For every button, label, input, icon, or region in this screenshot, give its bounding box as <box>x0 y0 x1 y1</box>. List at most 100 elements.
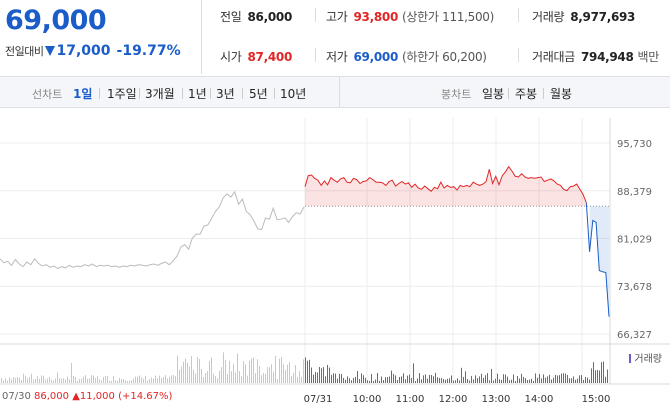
volume-bar <box>565 373 566 383</box>
volume-bar <box>467 379 468 383</box>
prev-volume-bar <box>67 376 68 383</box>
up-triangle-icon: ▲ <box>69 391 80 402</box>
prev-volume-bar <box>55 378 56 383</box>
divider <box>339 77 340 107</box>
volume-bar <box>515 380 516 383</box>
volume-bar <box>533 380 534 383</box>
prev-volume-bar <box>205 372 206 383</box>
volume-bar <box>523 376 524 383</box>
prev-volume-bar <box>149 379 150 383</box>
prev-volume-bar <box>39 378 40 383</box>
tab-monthly[interactable]: 월봉 <box>550 87 573 101</box>
volume-bar <box>487 373 488 383</box>
divider <box>518 48 519 62</box>
volume-bar <box>593 362 594 383</box>
volume-bar <box>601 362 602 383</box>
volume-bar <box>597 369 598 383</box>
prev-volume-bar <box>147 380 148 383</box>
volume-bar <box>403 373 404 383</box>
volume-bar <box>545 377 546 383</box>
prev-close-value: 86,000 <box>247 10 292 24</box>
prev-volume-bar <box>97 376 98 383</box>
tab-1w[interactable]: 1주일 <box>107 87 137 101</box>
tab-10y[interactable]: 10년 <box>280 87 307 101</box>
volume-bar <box>331 374 332 383</box>
volume-bar <box>439 377 440 383</box>
prev-volume-bar <box>177 355 178 383</box>
volume-bar <box>463 376 464 383</box>
volume-bar <box>349 378 350 383</box>
prev-volume-bar <box>289 362 290 383</box>
volume-bar <box>343 377 344 383</box>
volume-bar <box>429 374 430 383</box>
prev-volume-bar <box>23 373 24 383</box>
prev-volume-bar <box>227 373 228 383</box>
prev-volume-bar <box>219 370 220 383</box>
volume-bar <box>445 379 446 383</box>
prev-volume-bar <box>261 375 262 383</box>
volume-bar <box>489 380 490 383</box>
volume-bar <box>555 374 556 383</box>
x-tick-label: 15:00 <box>582 394 611 405</box>
tab-5y[interactable]: 5년 <box>249 87 268 101</box>
high-value: 93,800 <box>353 10 398 24</box>
prev-volume-bar <box>203 376 204 383</box>
prev-volume-bar <box>199 359 200 383</box>
volume-bar <box>495 378 496 383</box>
volume-bar <box>577 378 578 383</box>
volume-bar <box>339 373 340 383</box>
prev-volume-bar <box>145 375 146 383</box>
volume-bar <box>585 376 586 383</box>
volume-bar <box>369 380 370 383</box>
prev-volume-bar <box>75 377 76 383</box>
volume-bar <box>575 379 576 383</box>
volume-bar <box>367 380 368 383</box>
prev-volume-bar <box>269 367 270 383</box>
volume-bar <box>537 377 538 383</box>
volume-bar <box>319 367 320 383</box>
tab-weekly[interactable]: 주봉 <box>515 87 538 101</box>
prev-day-footer: 07/30 86,000 ▲11,000 (+14.67%) <box>2 391 172 402</box>
prev-volume-bar <box>85 375 86 383</box>
prev-volume-bar <box>49 377 50 383</box>
prev-volume-bar <box>87 378 88 383</box>
volume-bar <box>373 380 374 383</box>
tab-daily[interactable]: 일봉 <box>482 87 505 101</box>
prev-volume-bar <box>263 373 264 383</box>
volume-bar <box>453 380 454 383</box>
prev-close-label: 전일 <box>220 10 242 24</box>
volume-bar <box>473 379 474 383</box>
tab-1d[interactable]: 1일 <box>73 87 93 101</box>
prev-volume-bar <box>5 378 6 383</box>
tab-divider <box>543 88 544 99</box>
volume-bar <box>595 370 596 383</box>
volume-bar <box>499 379 500 383</box>
prev-volume-bar <box>183 361 184 383</box>
volume-bar <box>511 379 512 383</box>
volume-bar <box>415 380 416 383</box>
volume-bar <box>377 373 378 383</box>
prev-date: 07/30 <box>2 391 31 402</box>
prev-volume-bar <box>229 361 230 383</box>
prev-volume-bar <box>235 372 236 383</box>
prev-day-line <box>0 190 305 270</box>
volume-bar <box>451 375 452 383</box>
volume-bar <box>383 380 384 383</box>
price-chart: 95,730 88,379 81,029 73,678 66,327 07/31 10:00… <box>0 118 670 405</box>
prev-volume-bar <box>127 380 128 383</box>
prev-volume-bar <box>211 357 212 383</box>
prev-volume-bar <box>135 376 136 383</box>
y-tick-label: 66,327 <box>617 330 652 341</box>
tab-divider <box>210 88 211 99</box>
volume-bar <box>535 373 536 383</box>
trade-value-cell: 거래대금 794,948 백만 <box>532 48 659 65</box>
tab-3m[interactable]: 3개월 <box>145 87 175 101</box>
candle-chart-label: 봉차트 <box>441 88 472 101</box>
prev-volume-bar <box>193 369 194 383</box>
prev-volume-bar <box>283 364 284 383</box>
volume-bar <box>583 379 584 383</box>
tab-3y[interactable]: 3년 <box>216 87 235 101</box>
current-price: 69,000 <box>5 5 107 36</box>
tab-1y[interactable]: 1년 <box>188 87 207 101</box>
prev-volume-bar <box>1 378 2 383</box>
